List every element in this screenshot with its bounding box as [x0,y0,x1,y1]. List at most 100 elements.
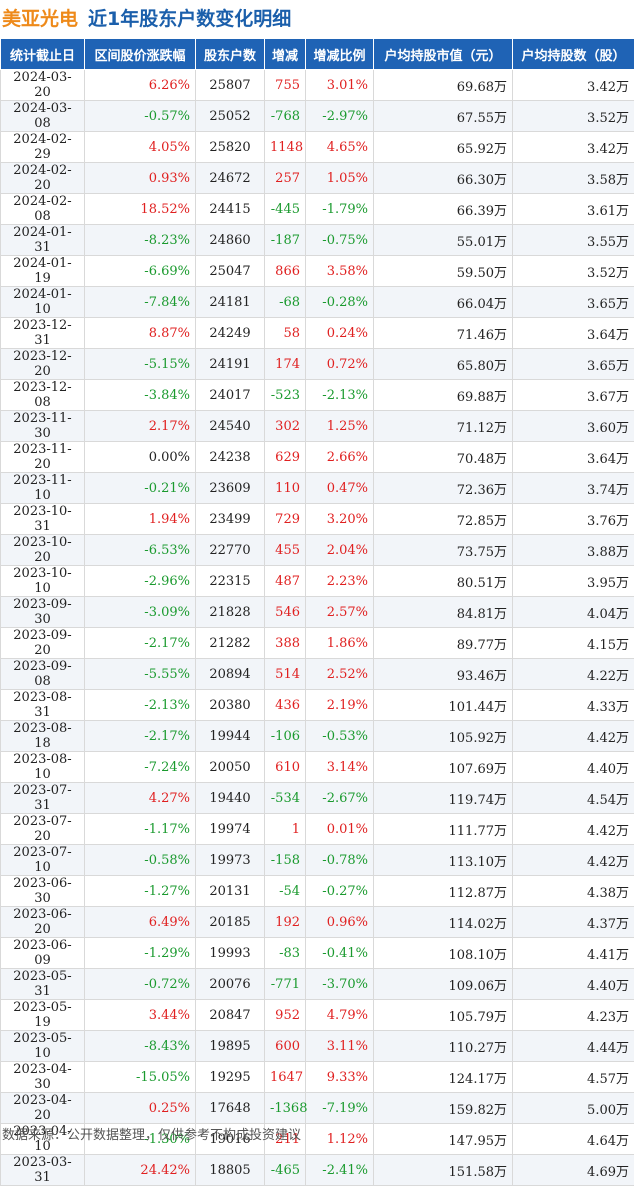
cell-ratio: 0.72% [306,349,374,380]
cell-avg-value: 112.87万 [374,876,513,907]
cell-price-change: -7.84% [85,287,196,318]
cell-holders: 20076 [196,969,265,1000]
cell-price-change: -2.17% [85,628,196,659]
cell-avg-value: 69.68万 [374,70,513,101]
cell-avg-value: 59.50万 [374,256,513,287]
cell-avg-value: 66.39万 [374,194,513,225]
cell-holders: 25807 [196,70,265,101]
cell-avg-shares: 3.64万 [513,318,634,349]
cell-ratio: -0.27% [306,876,374,907]
cell-avg-value: 69.88万 [374,380,513,411]
cell-ratio: -2.13% [306,380,374,411]
cell-ratio: 0.47% [306,473,374,504]
cell-delta: 257 [265,163,306,194]
cell-holders: 25047 [196,256,265,287]
cell-avg-shares: 5.00万 [513,1093,634,1124]
cell-price-change: -1.17% [85,814,196,845]
cell-price-change: -5.55% [85,659,196,690]
data-source-note: 数据来源：公开数据整理，仅供参考不构成投资建议 [2,1124,301,1143]
cell-delta: 1647 [265,1062,306,1093]
cell-avg-shares: 4.42万 [513,845,634,876]
page-title: 美亚光电 近1年股东户数变化明细 [0,0,634,34]
cell-avg-value: 72.36万 [374,473,513,504]
cell-date: 2023-09-08 [1,659,85,690]
cell-avg-shares: 4.41万 [513,938,634,969]
cell-delta: -523 [265,380,306,411]
cell-price-change: -1.29% [85,938,196,969]
cell-ratio: 2.66% [306,442,374,473]
cell-avg-shares: 3.42万 [513,70,634,101]
cell-avg-shares: 4.15万 [513,628,634,659]
cell-ratio: 9.33% [306,1062,374,1093]
cell-avg-value: 110.27万 [374,1031,513,1062]
cell-date: 2023-12-08 [1,380,85,411]
cell-ratio: 4.79% [306,1000,374,1031]
cell-date: 2023-06-30 [1,876,85,907]
cell-delta: -445 [265,194,306,225]
cell-avg-shares: 4.54万 [513,783,634,814]
cell-holders: 20380 [196,690,265,721]
cell-ratio: -7.19% [306,1093,374,1124]
cell-holders: 23499 [196,504,265,535]
cell-holders: 24540 [196,411,265,442]
cell-avg-shares: 3.52万 [513,101,634,132]
cell-avg-shares: 4.37万 [513,907,634,938]
cell-avg-value: 93.46万 [374,659,513,690]
cell-avg-value: 119.74万 [374,783,513,814]
cell-date: 2024-01-19 [1,256,85,287]
cell-delta: 58 [265,318,306,349]
stock-name: 美亚光电 [2,4,78,31]
col-header-ratio: 增减比例 [306,39,374,70]
cell-avg-shares: 4.64万 [513,1124,634,1155]
cell-price-change: 4.27% [85,783,196,814]
cell-ratio: -0.28% [306,287,374,318]
cell-holders: 24249 [196,318,265,349]
cell-date: 2023-11-20 [1,442,85,473]
cell-delta: -1368 [265,1093,306,1124]
cell-avg-shares: 3.74万 [513,473,634,504]
cell-avg-value: 65.92万 [374,132,513,163]
cell-date: 2023-08-10 [1,752,85,783]
cell-avg-value: 105.92万 [374,721,513,752]
cell-price-change: -8.43% [85,1031,196,1062]
col-header-avg-value: 户均持股市值（元） [374,39,513,70]
cell-avg-value: 70.48万 [374,442,513,473]
cell-avg-shares: 3.55万 [513,225,634,256]
table-subtitle: 近1年股东户数变化明细 [88,4,291,31]
cell-price-change: 18.52% [85,194,196,225]
cell-delta: 455 [265,535,306,566]
cell-date: 2023-06-20 [1,907,85,938]
cell-holders: 24191 [196,349,265,380]
cell-date: 2023-12-31 [1,318,85,349]
cell-date: 2023-10-10 [1,566,85,597]
cell-avg-value: 67.55万 [374,101,513,132]
cell-price-change: -3.09% [85,597,196,628]
cell-delta: 546 [265,597,306,628]
cell-delta: 729 [265,504,306,535]
cell-date: 2024-02-08 [1,194,85,225]
cell-holders: 24415 [196,194,265,225]
cell-ratio: 3.01% [306,70,374,101]
cell-ratio: 2.23% [306,566,374,597]
cell-avg-value: 71.46万 [374,318,513,349]
cell-holders: 24860 [196,225,265,256]
cell-ratio: 1.12% [306,1124,374,1155]
cell-price-change: -2.17% [85,721,196,752]
